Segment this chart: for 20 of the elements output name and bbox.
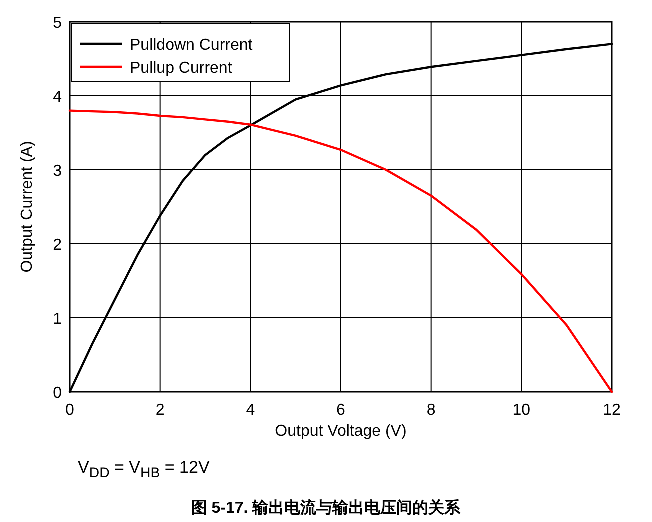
x-tick-label: 2	[156, 402, 165, 419]
x-tick-label: 10	[512, 402, 531, 419]
text: V$_{DD}$ = V$_{HB}$ = 12V	[78, 458, 210, 482]
y-tick-label: 5	[53, 15, 62, 32]
x-tick-label: 4	[246, 402, 256, 419]
y-axis-title: Output Current (A)	[19, 141, 36, 273]
y-tick-label: 0	[53, 385, 62, 402]
legend-label: Pullup Current	[130, 60, 233, 77]
y-tick-label: 1	[53, 311, 62, 328]
x-tick-label: 0	[66, 402, 75, 419]
y-tick-label: 4	[53, 89, 62, 106]
legend-label: Pulldown Current	[130, 37, 254, 54]
line-series	[68, 110, 614, 394]
x-axis-title: Output Voltage (V)	[275, 423, 407, 440]
x-tick-label: 6	[336, 402, 346, 419]
x-tick-label: 12	[603, 402, 621, 419]
y-tick-label: 2	[53, 237, 62, 254]
caption: 图 5-17. 输出电流与输出电压间的关系	[190, 498, 462, 519]
x-tick-label: 8	[426, 402, 436, 419]
y-tick-label: 3	[53, 163, 62, 180]
